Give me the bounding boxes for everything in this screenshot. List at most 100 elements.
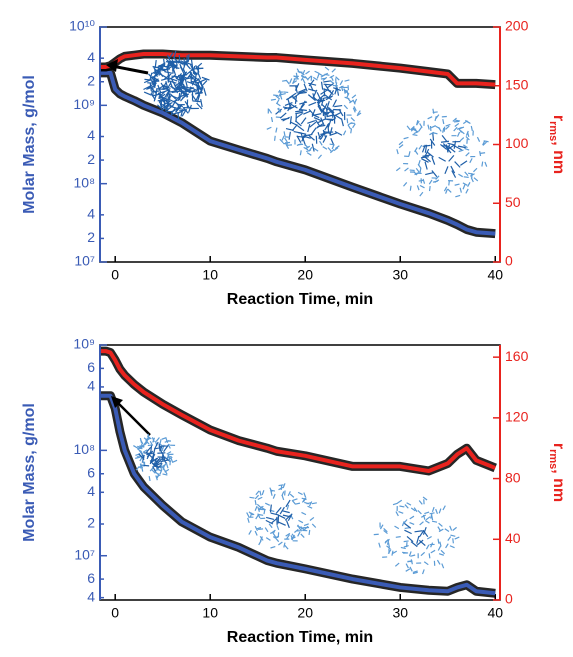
chain	[324, 66, 330, 71]
chain	[291, 95, 298, 102]
chain	[282, 483, 286, 489]
chain	[324, 73, 330, 76]
chain	[473, 167, 478, 173]
chain	[160, 445, 164, 452]
chain	[268, 108, 273, 114]
chain	[469, 173, 475, 177]
chain	[314, 119, 321, 127]
chain	[181, 109, 187, 117]
chain	[138, 453, 145, 460]
chain	[279, 112, 287, 119]
y-tick-label: 2	[87, 72, 95, 88]
chain	[256, 503, 262, 509]
chain	[146, 435, 152, 440]
chain	[283, 131, 286, 137]
chain	[416, 120, 420, 126]
chain	[313, 147, 319, 152]
chain	[403, 182, 408, 187]
chain	[257, 496, 263, 500]
chain	[269, 489, 276, 492]
chain	[425, 516, 431, 521]
chain	[326, 82, 335, 89]
series-line	[100, 52, 496, 87]
chain	[418, 539, 426, 547]
chain	[404, 504, 409, 509]
chain	[347, 124, 352, 130]
chain	[429, 131, 435, 136]
chain	[416, 539, 424, 546]
chain	[398, 511, 404, 514]
chain	[464, 171, 469, 177]
chain	[285, 520, 290, 529]
chain	[419, 191, 424, 197]
chain	[166, 54, 172, 63]
chain	[455, 119, 461, 122]
chain	[149, 72, 153, 81]
chain	[197, 71, 202, 80]
chain	[424, 519, 430, 524]
chain	[465, 120, 471, 125]
chain	[395, 511, 399, 517]
chain	[454, 536, 460, 540]
chain	[329, 149, 335, 154]
chain	[422, 144, 431, 147]
y-tick-label: 4	[87, 378, 95, 394]
chain	[356, 110, 361, 116]
chain	[314, 70, 320, 74]
chain	[155, 437, 160, 442]
chain	[445, 188, 449, 194]
chain	[266, 126, 272, 130]
chain	[273, 135, 276, 141]
chain	[334, 86, 338, 95]
chain	[412, 133, 418, 137]
y-tick-label: 10⁷	[74, 253, 95, 269]
x-tick-label: 0	[111, 267, 119, 283]
chain	[437, 526, 441, 532]
chain	[352, 107, 356, 113]
chain	[455, 194, 461, 198]
chain	[254, 494, 260, 500]
chain	[143, 441, 149, 446]
chain	[479, 150, 482, 157]
chain	[294, 528, 299, 533]
chain	[141, 466, 144, 472]
chain	[412, 570, 418, 574]
chain	[270, 546, 276, 549]
chain	[435, 508, 439, 515]
chain	[166, 451, 172, 455]
chain	[165, 437, 169, 443]
chain	[356, 112, 362, 117]
chain	[404, 527, 410, 530]
chain	[431, 506, 435, 512]
chain	[298, 88, 306, 93]
chain	[147, 84, 156, 90]
x-tick-label: 20	[297, 267, 313, 283]
chain	[329, 74, 335, 79]
chain	[282, 79, 288, 82]
chain	[295, 85, 298, 94]
chain	[456, 131, 461, 137]
chain	[408, 551, 412, 557]
chain	[317, 131, 322, 140]
chain	[281, 135, 285, 141]
chain	[387, 549, 392, 554]
chain	[279, 138, 284, 144]
chain	[444, 166, 449, 175]
chain	[324, 84, 330, 92]
chain	[424, 148, 430, 157]
chain	[344, 96, 350, 100]
chain	[155, 475, 158, 481]
chain	[171, 90, 180, 94]
chain	[275, 108, 283, 115]
chain	[143, 91, 152, 96]
chain	[179, 91, 183, 100]
chain	[399, 505, 405, 508]
chain	[419, 184, 425, 189]
chain	[275, 95, 281, 100]
y2-axis-label: rrms, nm	[547, 115, 567, 174]
chain	[287, 513, 293, 522]
chain	[270, 98, 276, 101]
chain	[438, 528, 444, 533]
chain	[285, 80, 290, 85]
chain	[462, 184, 466, 190]
